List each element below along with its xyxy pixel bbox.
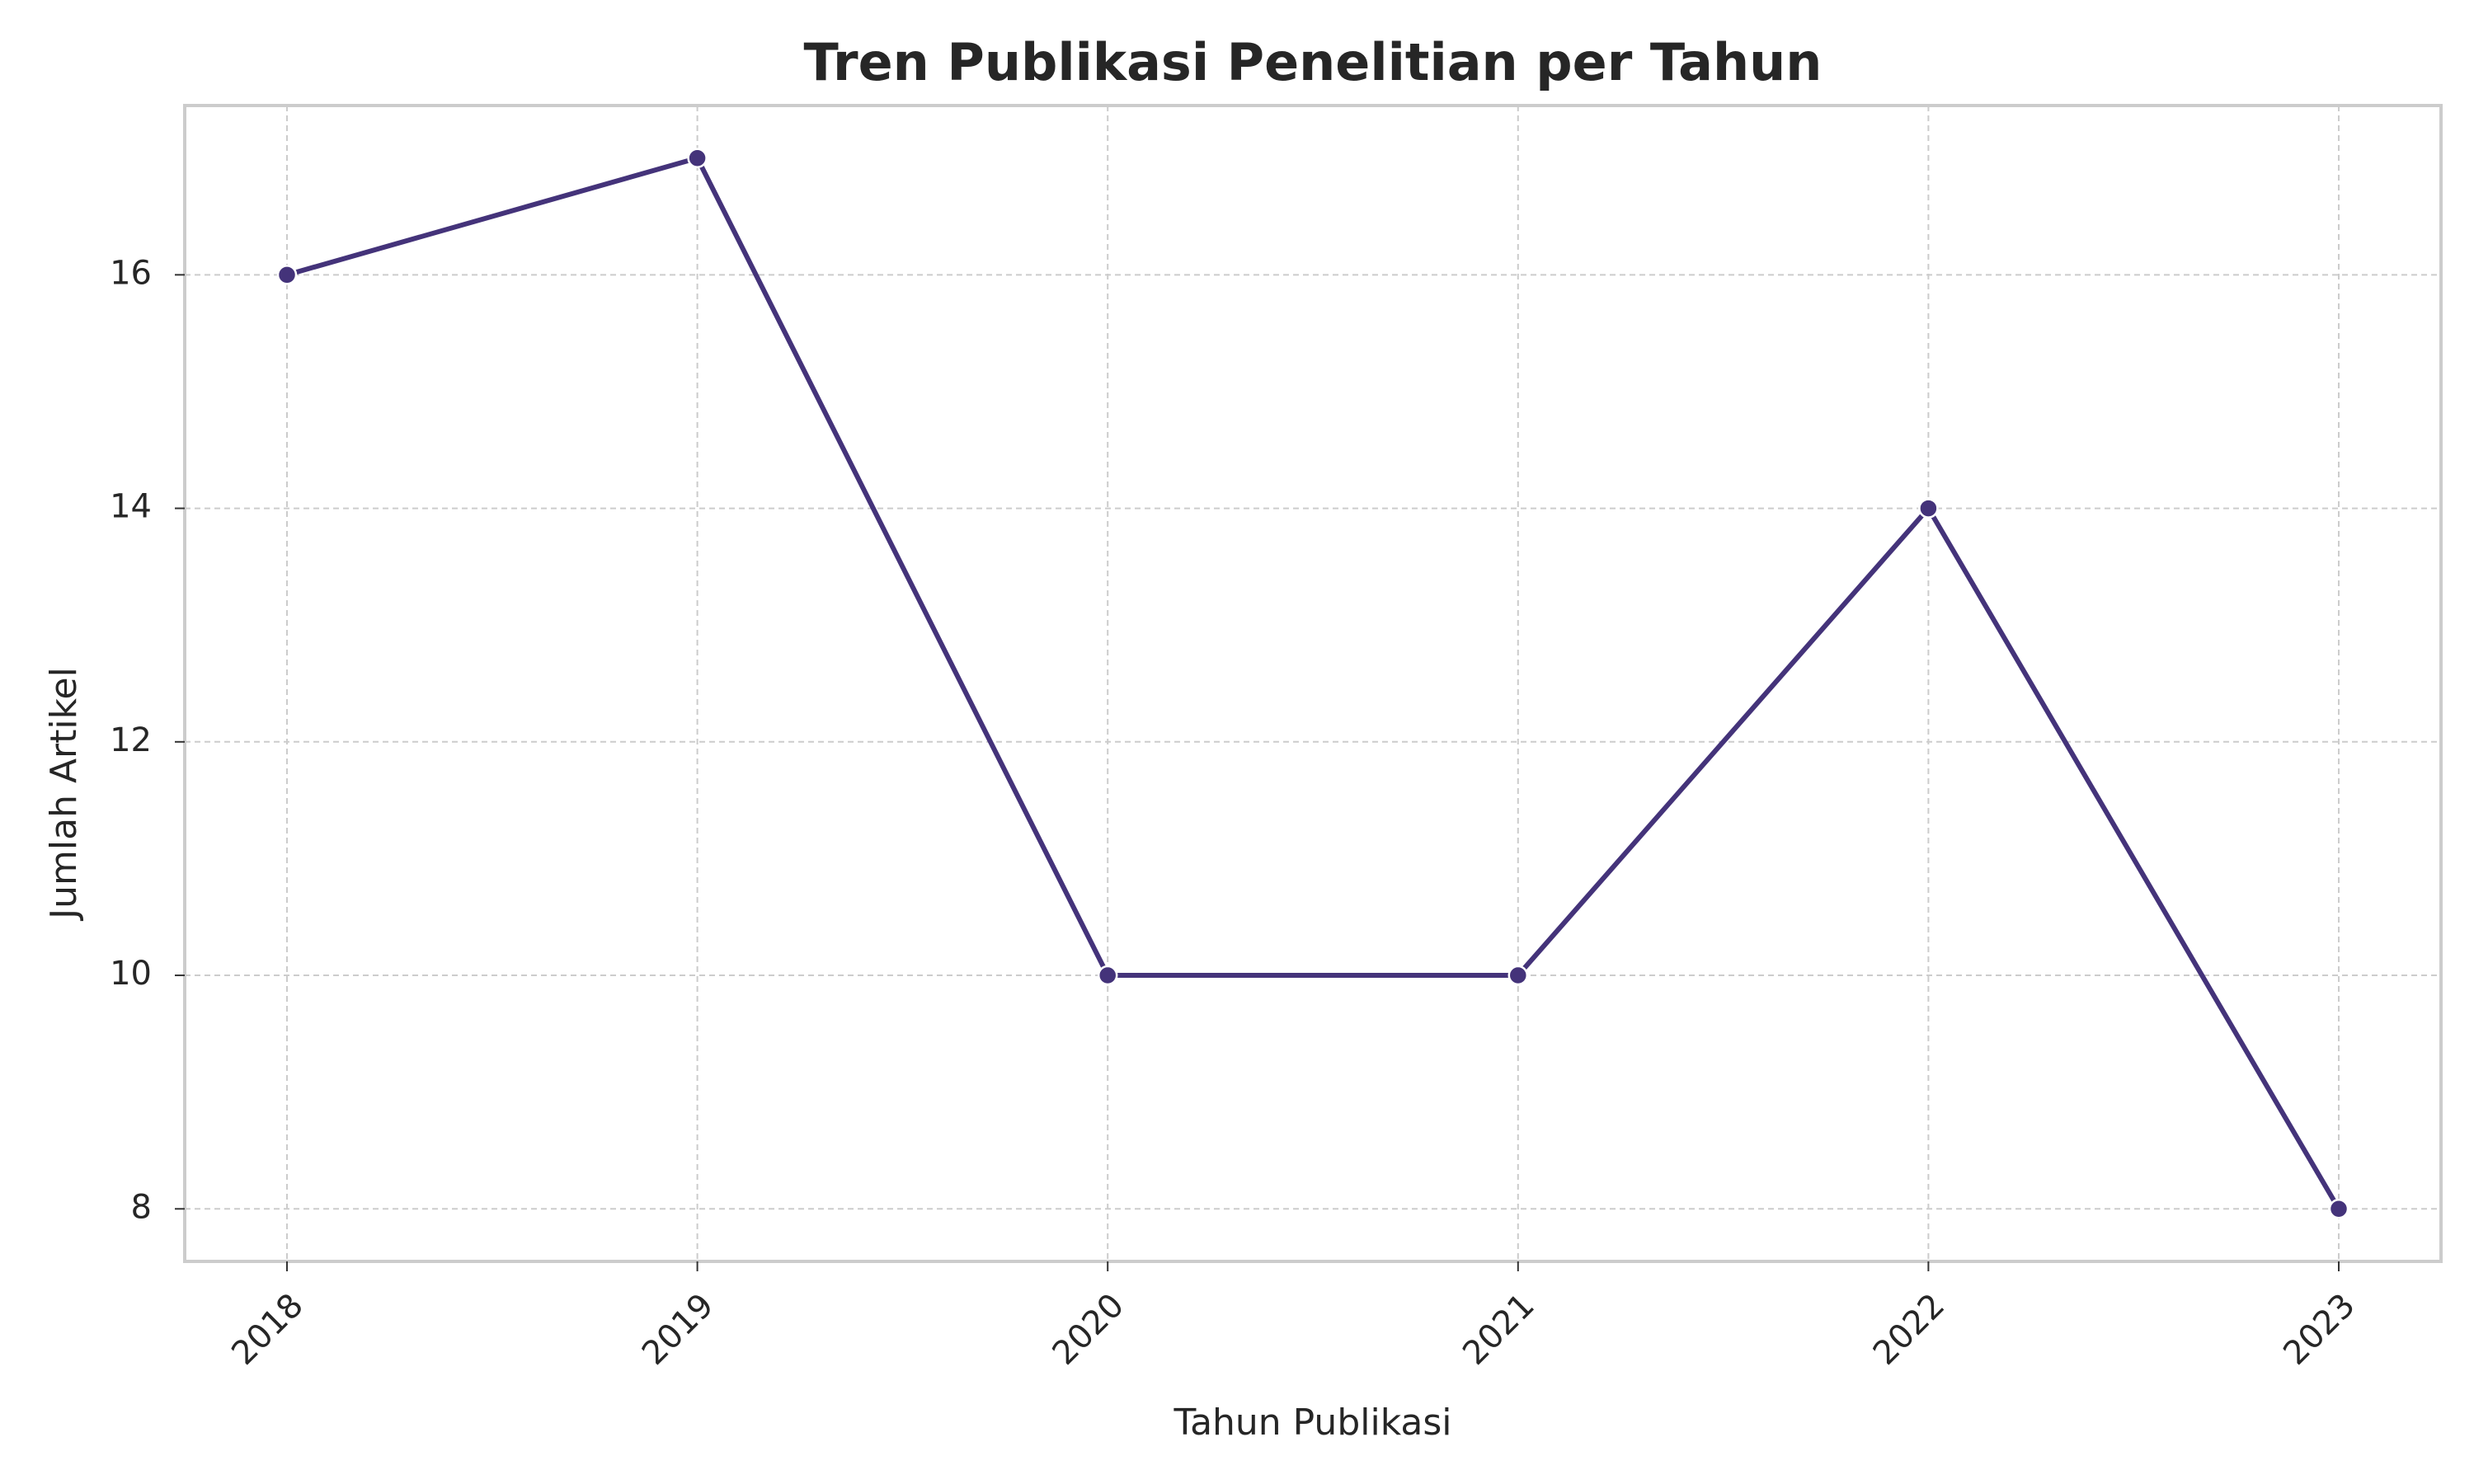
series-layer <box>276 148 2349 1219</box>
data-point <box>1097 965 1118 986</box>
data-point <box>276 265 298 285</box>
data-point <box>1507 965 1529 986</box>
x-tick-label: 2019 <box>635 1286 722 1373</box>
y-tick-label: 12 <box>110 721 152 759</box>
x-tick-label: 2020 <box>1046 1286 1132 1373</box>
grid-layer <box>185 106 2441 1261</box>
x-tick-label: 2022 <box>1866 1286 1953 1373</box>
y-axis-label: Jumlah Artikel <box>43 667 85 922</box>
data-point <box>2328 1199 2349 1219</box>
series-line <box>285 155 2341 1212</box>
y-tick-label: 8 <box>131 1188 152 1226</box>
y-tick-label: 10 <box>110 955 152 993</box>
y-tick-label: 16 <box>110 254 152 292</box>
ticks-layer: 2018 2019 2020 2021 2022 2023 8 10 12 14 16 <box>110 254 2363 1372</box>
x-tick-label: 2023 <box>2276 1286 2363 1373</box>
x-tick-label: 2021 <box>1456 1286 1542 1373</box>
chart-title: Tren Publikasi Penelitian per Tahun <box>804 32 1823 92</box>
plot-frame <box>183 104 2443 1263</box>
x-tick-label: 2018 <box>224 1286 311 1373</box>
data-point <box>687 148 708 168</box>
data-point <box>1918 498 1939 519</box>
y-tick-label: 14 <box>110 488 152 526</box>
x-axis-label: Tahun Publikasi <box>1173 1402 1451 1444</box>
